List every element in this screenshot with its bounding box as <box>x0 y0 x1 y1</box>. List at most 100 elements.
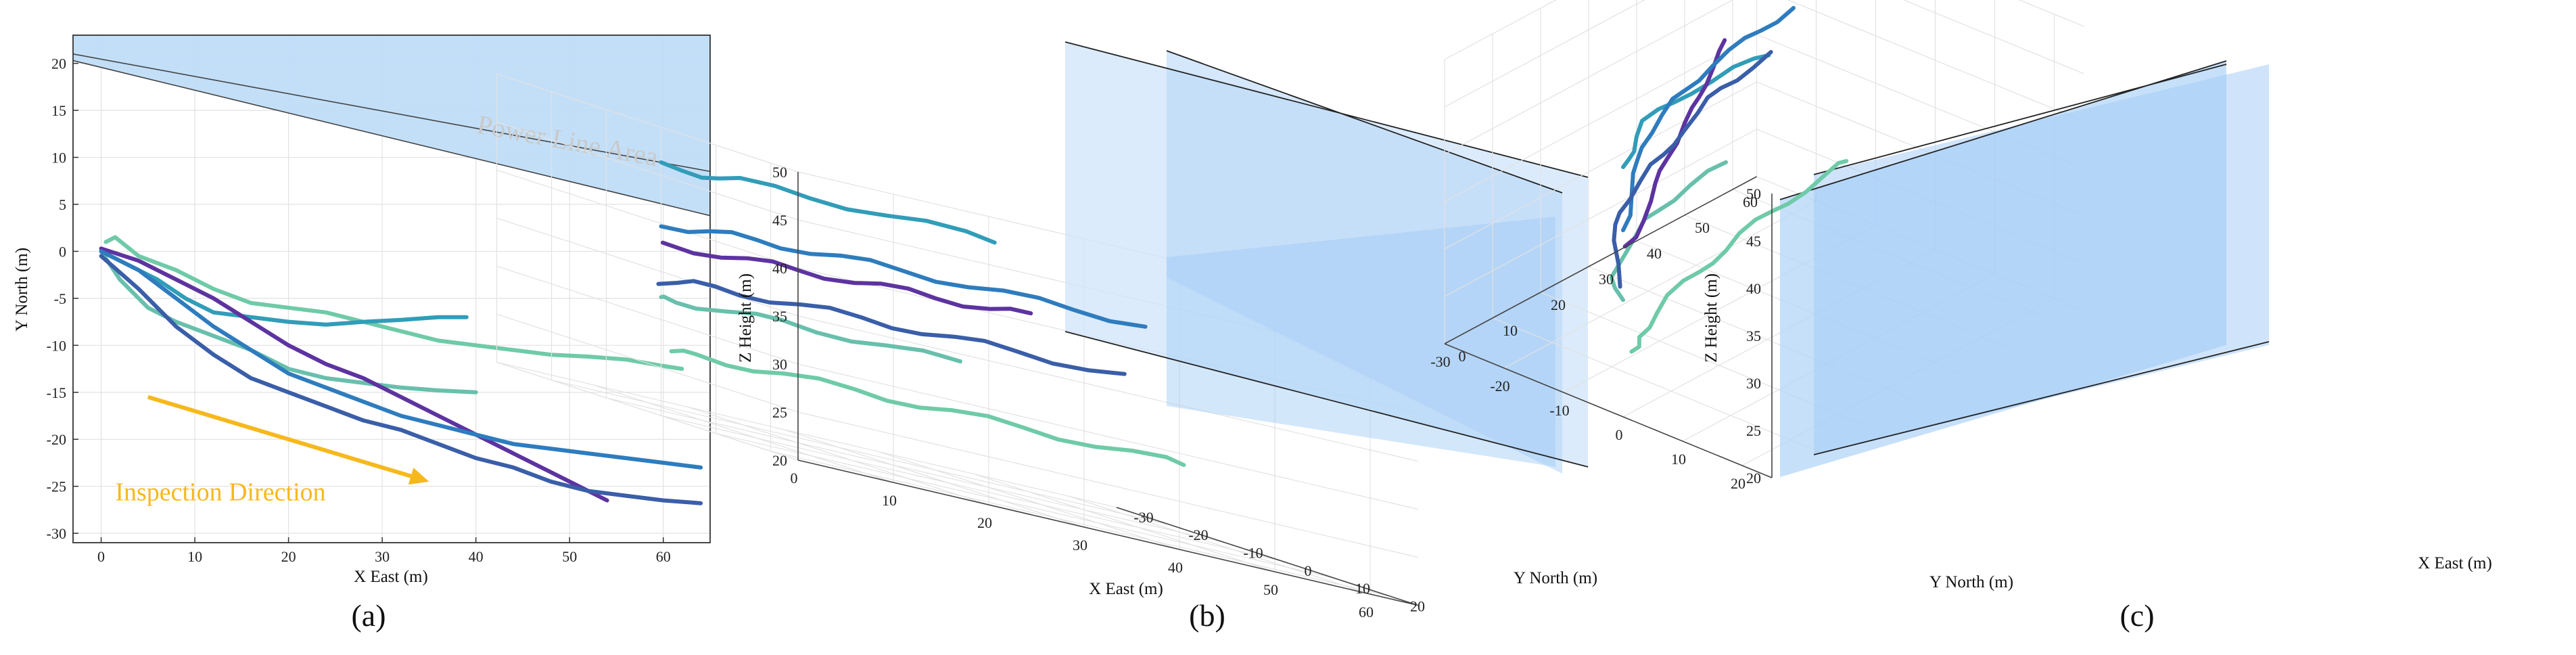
y-tick-label: 10 <box>1671 451 1686 468</box>
panel-a-label: (a) <box>351 598 385 633</box>
x-tick-label: 50 <box>1695 219 1710 236</box>
trajectory-line-b-1 <box>669 348 1186 468</box>
z-tick-label: 40 <box>772 260 787 277</box>
z-tick-label: 25 <box>772 404 787 421</box>
power-cable-c-upper-2 <box>1813 64 2227 175</box>
x-axis-line <box>1444 176 1757 344</box>
trajectory-line-a-1 <box>103 235 684 371</box>
power-line-upper-edge <box>73 53 710 173</box>
y-tick-label: -5 <box>54 290 66 307</box>
x-tick-label: 40 <box>1168 559 1183 576</box>
grid-line-3d <box>1503 200 1817 369</box>
panel-a-ylabel: Y North (m) <box>13 248 31 332</box>
grid-line-3d <box>661 415 1282 562</box>
y-axis-line <box>1116 507 1418 606</box>
grid-line-3d <box>496 217 799 317</box>
y-tick-label: 0 <box>1305 562 1312 579</box>
y-tick-label: -20 <box>47 431 66 448</box>
z-tick-label: 40 <box>1746 280 1761 297</box>
trajectory-line-c-6 <box>1612 49 1773 289</box>
y-tick-label: 20 <box>1410 597 1425 614</box>
panel-b-zlabel: Z Height (m) <box>736 273 755 363</box>
y-tick-label: -10 <box>1549 402 1569 419</box>
x-tick-label: 10 <box>187 548 202 565</box>
grid-line-3d <box>496 121 799 221</box>
y-tick-label: 20 <box>1731 475 1746 492</box>
x-tick-label: 50 <box>1263 581 1278 598</box>
grid-line-3d <box>496 169 799 269</box>
panel-a-2d-plot: Power Line Area Inspection Direction 0 10… <box>13 35 711 633</box>
power-cable-upper <box>1064 41 1589 178</box>
grid-line-3d <box>1492 317 1821 453</box>
panel-c-3d-plot: 010203040506020100-10-20-302025303540455… <box>1430 0 2492 633</box>
x-tick-label: 60 <box>656 548 671 565</box>
grid-line-3d <box>797 363 1418 510</box>
grid-line-3d <box>1444 0 1557 60</box>
y-tick-label: 20 <box>51 55 66 72</box>
z-tick-label: 35 <box>1746 328 1761 344</box>
trajectory-line-a-6 <box>99 254 703 505</box>
trajectory-line-b-4 <box>660 240 1033 316</box>
inspection-direction-arrow <box>147 394 412 478</box>
panel-b-ylabel: Y North (m) <box>1514 569 1597 587</box>
trajectory-line-b-3 <box>659 160 997 245</box>
y-tick-label: 10 <box>51 150 66 166</box>
x-tick-label: 30 <box>1073 537 1087 554</box>
z-tick-label: 35 <box>772 308 787 325</box>
grid-line-3d <box>1444 129 1757 297</box>
panel-b-xlabel: X East (m) <box>1089 580 1163 598</box>
grid-line-3d <box>496 313 799 413</box>
z-tick-label: 50 <box>772 164 787 181</box>
panel-a-frame <box>72 35 711 543</box>
panel-c-ylabel: Y North (m) <box>1929 573 2013 591</box>
grid-line-3d <box>1444 0 1645 108</box>
grid-line-3d <box>797 315 1418 462</box>
panel-c-label: (c) <box>2120 598 2154 633</box>
grid-line-3d <box>770 451 1391 597</box>
z-tick-label: 30 <box>772 356 787 373</box>
panel-b-label: (b) <box>1189 598 1225 633</box>
power-cable-lower <box>1064 331 1589 468</box>
x-tick-label: 20 <box>977 514 992 531</box>
grid-line-3d <box>2018 0 2084 27</box>
grid-line-3d <box>797 411 1418 558</box>
trajectory-line-b-6 <box>656 279 1127 376</box>
y-tick-label: 15 <box>51 102 66 119</box>
grid-line-3d <box>496 361 1117 508</box>
x-tick-label: 50 <box>562 548 577 565</box>
grid-line-3d <box>716 432 1336 579</box>
x-tick-label: 0 <box>791 470 798 487</box>
y-tick-label: -20 <box>1188 526 1208 543</box>
trajectory-line-a-4 <box>99 246 609 503</box>
x-tick-label: 20 <box>1551 296 1566 313</box>
x-tick-label: 20 <box>281 548 296 565</box>
grid-line-3d <box>496 361 799 461</box>
grid-line-3d <box>1444 34 1757 202</box>
grid-line-3d <box>496 73 799 173</box>
x-axis-line <box>797 459 1418 606</box>
inspection-direction-label: Inspection Direction <box>115 478 325 507</box>
inspection-arrow-head <box>408 468 429 485</box>
grid-line-3d <box>1902 0 2084 74</box>
z-tick-label: 20 <box>1746 470 1761 487</box>
x-tick-label: 40 <box>1647 245 1662 262</box>
grid-line-3d <box>1444 81 1757 250</box>
y-tick-label: -20 <box>1490 378 1509 394</box>
x-tick-label: 30 <box>1599 271 1614 288</box>
y-tick-label: 0 <box>59 243 66 260</box>
y-tick-label: -15 <box>47 384 66 401</box>
z-tick-label: 25 <box>1746 422 1761 439</box>
power-line-plane-shade <box>1167 217 1555 467</box>
x-tick-label: 0 <box>97 548 105 565</box>
panel-b-3d-plot: 0 10 20 30 40 50 60 20 10 0 -10 -20 -30 20 25 30 35 40 45 5… <box>496 41 1597 633</box>
y-tick-label: -10 <box>47 337 66 354</box>
z-tick-label: 50 <box>1746 185 1761 202</box>
power-line-lower-edge <box>73 60 710 217</box>
y-tick-label: -30 <box>1133 509 1153 526</box>
power-cable-upper-2 <box>1166 50 1563 194</box>
y-tick-label: 10 <box>1355 580 1370 597</box>
power-line-area-band <box>73 35 710 216</box>
power-cable-c-lower <box>1813 341 2270 455</box>
trajectory-line-a-5 <box>99 249 703 470</box>
